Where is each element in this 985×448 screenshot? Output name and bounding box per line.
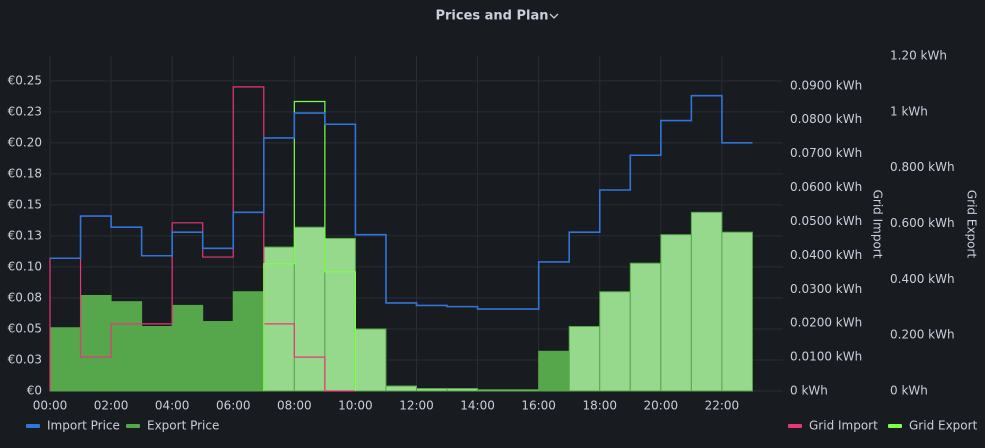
x-tick-label: 22:00	[705, 399, 740, 413]
y-tick-label: €0.03	[8, 352, 42, 366]
y3-tick-label: 0.800 kWh	[890, 160, 955, 174]
legend-swatch	[888, 424, 902, 428]
price-line	[50, 94, 753, 310]
area-step	[354, 328, 387, 392]
energy-outline	[263, 100, 357, 391]
area-step	[171, 304, 204, 392]
y3-tick-label: 1 kWh	[890, 104, 928, 118]
x-tick-label: 00:00	[33, 399, 68, 413]
area-step	[690, 211, 723, 392]
area-step	[293, 226, 326, 392]
x-tick-label: 06:00	[216, 399, 251, 413]
y2-tick-label: 0 kWh	[790, 384, 828, 398]
y2-axis-title: Grid Import	[871, 190, 885, 259]
title-chevron[interactable]	[549, 13, 559, 19]
y2-tick-label: 0.0600 kWh	[790, 180, 862, 194]
area-step	[49, 327, 82, 392]
y-tick-label: €0.08	[8, 290, 42, 304]
legend-label[interactable]: Grid Export	[909, 419, 978, 433]
area-step	[416, 388, 448, 392]
y-tick-label: €0.23	[8, 104, 42, 118]
axes: 00:00 02:00 04:00 06:00 08:00 10:00 12:00 14:00…	[8, 49, 979, 433]
legend-label[interactable]: Export Price	[147, 419, 219, 433]
y-tick-label: €0	[27, 384, 42, 398]
x-tick-label: 02:00	[94, 399, 129, 413]
legend-swatch	[126, 424, 140, 428]
legend-label[interactable]: Grid Import	[809, 419, 878, 433]
legend-label[interactable]: Import Price	[47, 419, 120, 433]
x-tick-label: 14:00	[460, 399, 495, 413]
y2-tick-label: 0.0900 kWh	[790, 78, 862, 92]
area-step	[324, 237, 356, 392]
y-tick-label: €0.18	[8, 166, 42, 180]
y2-tick-label: 0.0800 kWh	[790, 112, 862, 126]
y-tick-label: €0.20	[8, 135, 42, 149]
y3-axis-title: Grid Export	[965, 190, 979, 259]
y3-tick-label: 0.400 kWh	[890, 272, 955, 286]
y-tick-label: €0.13	[8, 228, 42, 242]
y2-tick-label: 0.0400 kWh	[790, 248, 862, 262]
x-tick-label: 20:00	[644, 399, 679, 413]
y2-tick-label: 0.0500 kWh	[790, 214, 862, 228]
area-step	[538, 350, 570, 392]
y-tick-label: €0.15	[8, 197, 42, 211]
x-tick-label: 18:00	[582, 399, 617, 413]
y3-tick-label: 0 kWh	[890, 384, 928, 398]
area-step	[599, 291, 631, 392]
y2-tick-label: 0.0700 kWh	[790, 146, 862, 160]
y2-tick-label: 0.0100 kWh	[790, 350, 862, 364]
x-tick-label: 10:00	[338, 399, 373, 413]
marks	[49, 86, 753, 392]
y-tick-label: €0.10	[8, 259, 42, 273]
area-step	[80, 294, 112, 392]
area-step	[232, 291, 265, 392]
area-step	[477, 389, 509, 392]
area-step	[446, 388, 479, 392]
x-tick-label: 16:00	[521, 399, 556, 413]
area-step	[660, 234, 692, 392]
legend-swatch	[26, 424, 40, 428]
y2-tick-label: 0.0300 kWh	[790, 282, 862, 296]
y-tick-label: €0.05	[8, 321, 42, 335]
y3-tick-label: 0.200 kWh	[890, 328, 955, 342]
area-step	[141, 325, 173, 392]
y-tick-label: €0.25	[8, 73, 42, 87]
area-step	[507, 389, 540, 392]
x-tick-label: 12:00	[399, 399, 434, 413]
area-step	[110, 301, 143, 392]
y3-tick-label: 0.600 kWh	[890, 216, 955, 230]
y3-tick-label: 1.20 kWh	[890, 49, 947, 63]
area-step	[263, 246, 295, 392]
area-step	[385, 385, 418, 392]
x-tick-label: 04:00	[155, 399, 190, 413]
legend-swatch	[788, 424, 802, 428]
area-step	[721, 231, 753, 392]
area-step	[629, 262, 662, 392]
area-step	[202, 321, 234, 392]
area-step	[568, 325, 601, 392]
x-tick-label: 08:00	[277, 399, 312, 413]
panel-title[interactable]: Prices and Plan	[435, 9, 548, 24]
y2-tick-label: 0.0200 kWh	[790, 316, 862, 330]
